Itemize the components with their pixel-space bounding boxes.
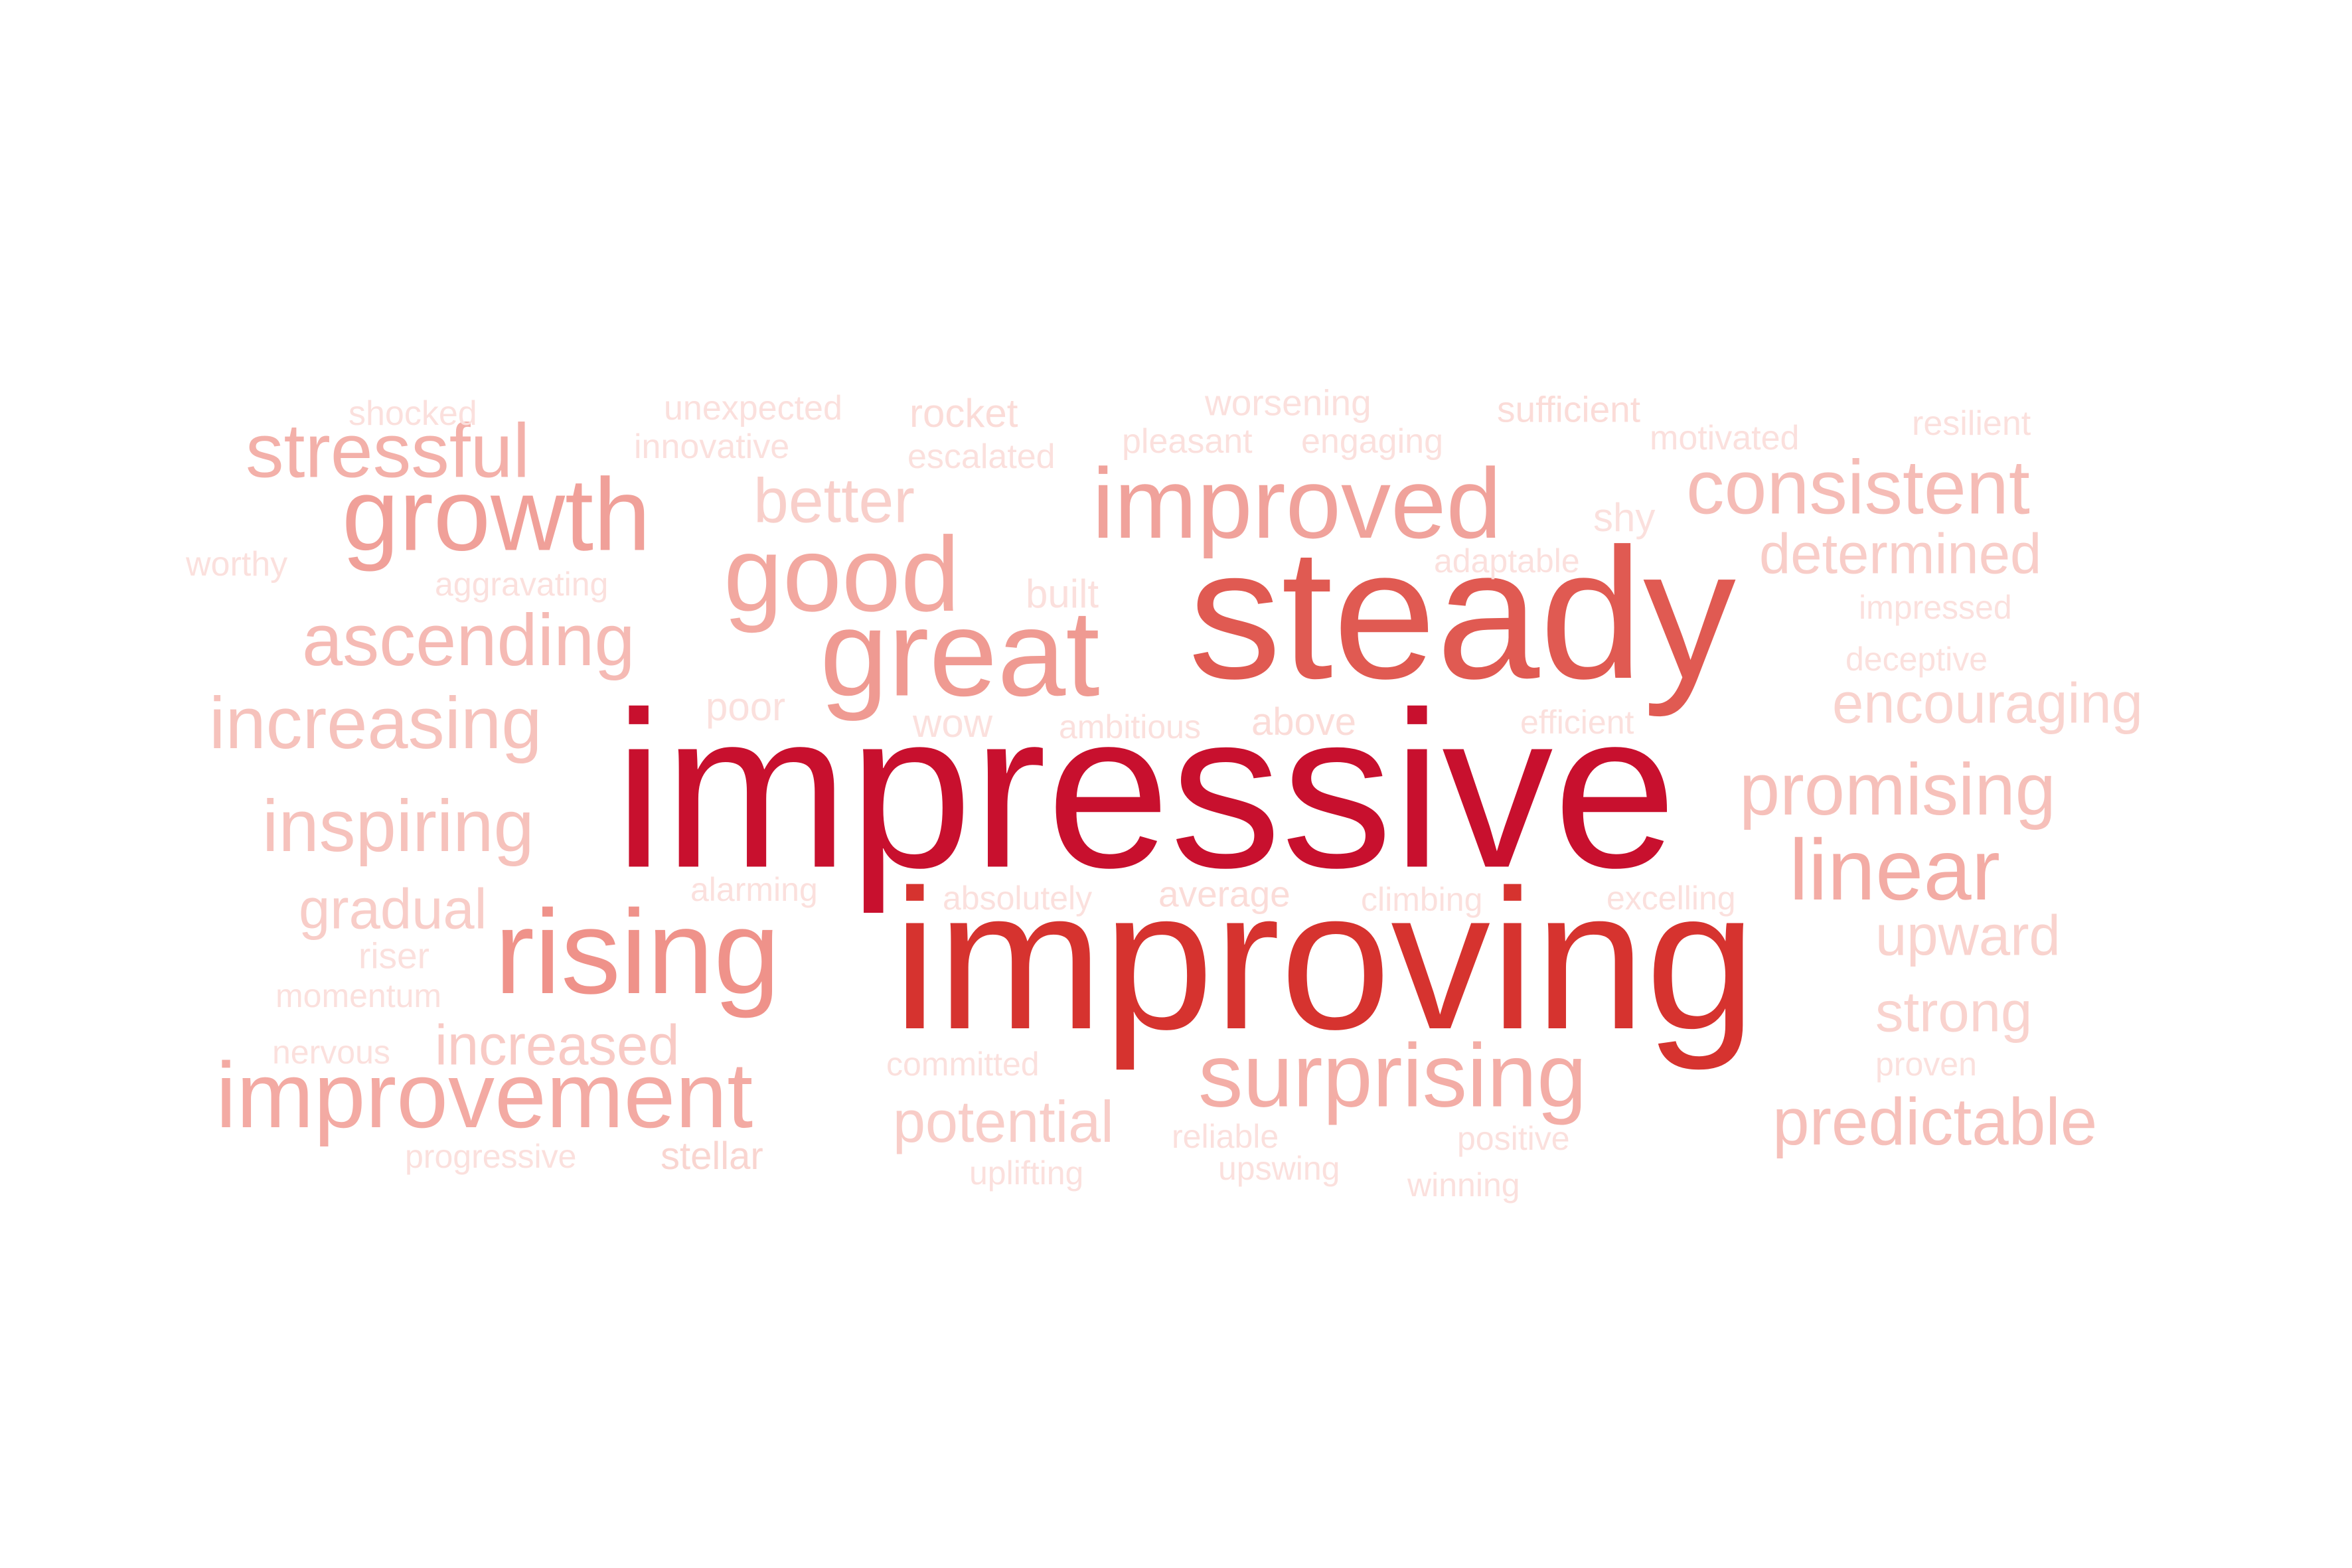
word-upward: upward — [1875, 904, 2061, 968]
word-efficient: efficient — [1520, 704, 1634, 741]
word-increased: increased — [435, 1014, 680, 1077]
word-innovative: innovative — [634, 428, 790, 466]
word-improvement: improvement — [216, 1043, 753, 1147]
word-rising: rising — [495, 886, 781, 1019]
word-unexpected: unexpected — [664, 389, 842, 428]
word-average: average — [1158, 873, 1291, 915]
word-better: better — [753, 465, 915, 536]
word-predictable: predictable — [1772, 1085, 2098, 1159]
word-determined: determined — [1759, 522, 2042, 586]
word-deceptive: deceptive — [1845, 641, 1988, 678]
word-steady: steady — [1188, 510, 1736, 718]
word-uplifting: uplifting — [969, 1154, 1084, 1192]
word-momentum: momentum — [275, 977, 442, 1014]
word-increasing: increasing — [209, 682, 542, 764]
word-alarming: alarming — [690, 871, 818, 908]
word-ambitious: ambitious — [1059, 708, 1201, 745]
word-resilient: resilient — [1912, 404, 2031, 443]
word-strong: strong — [1875, 980, 2033, 1044]
word-riser: riser — [358, 935, 430, 977]
word-shocked: shocked — [349, 394, 477, 433]
word-excelling: excelling — [1607, 880, 1736, 917]
word-impressive: impressive — [614, 665, 1677, 914]
word-adaptable: adaptable — [1434, 542, 1580, 580]
word-worthy: worthy — [186, 545, 288, 584]
word-wow: wow — [913, 701, 993, 745]
word-climbing: climbing — [1361, 881, 1483, 918]
word-shy: shy — [1593, 495, 1656, 540]
word-progressive: progressive — [405, 1138, 577, 1175]
word-linear: linear — [1789, 821, 2000, 918]
word-promising: promising — [1739, 749, 2056, 830]
word-engaging: engaging — [1301, 422, 1443, 461]
word-poor: poor — [706, 684, 786, 729]
word-pleasant: pleasant — [1122, 422, 1253, 461]
word-proven: proven — [1875, 1046, 1977, 1083]
word-motivated: motivated — [1650, 419, 1800, 457]
word-rocket: rocket — [909, 391, 1018, 435]
word-growth: growth — [342, 457, 651, 572]
word-encouraging: encouraging — [1832, 672, 2143, 736]
word-great: great — [820, 585, 1100, 722]
word-stellar: stellar — [661, 1135, 763, 1178]
word-stressful: stressful — [246, 408, 530, 494]
word-worsening: worsening — [1205, 382, 1372, 424]
word-above: above — [1251, 700, 1357, 744]
word-built: built — [1026, 572, 1099, 616]
word-positive: positive — [1457, 1120, 1570, 1157]
word-reliable: reliable — [1172, 1118, 1279, 1155]
word-escalated: escalated — [907, 437, 1056, 476]
word-consistent: consistent — [1686, 445, 2030, 530]
word-inspiring: inspiring — [262, 785, 534, 867]
word-absolutely: absolutely — [943, 880, 1093, 917]
word-good: good — [724, 514, 960, 633]
word-ascending: ascending — [302, 599, 635, 681]
word-improving: improving — [893, 848, 1757, 1071]
word-nervous: nervous — [272, 1034, 390, 1071]
word-sufficient: sufficient — [1497, 388, 1641, 430]
word-upswing: upswing — [1218, 1150, 1340, 1187]
word-gradual: gradual — [299, 878, 487, 941]
word-surprising: surprising — [1198, 1025, 1587, 1126]
word-impressed: impressed — [1859, 589, 2012, 626]
word-committed: committed — [886, 1046, 1040, 1083]
word-potential: potential — [893, 1089, 1114, 1154]
word-winning: winning — [1407, 1166, 1520, 1204]
word-aggravating: aggravating — [435, 566, 609, 603]
word-improved: improved — [1092, 447, 1502, 559]
